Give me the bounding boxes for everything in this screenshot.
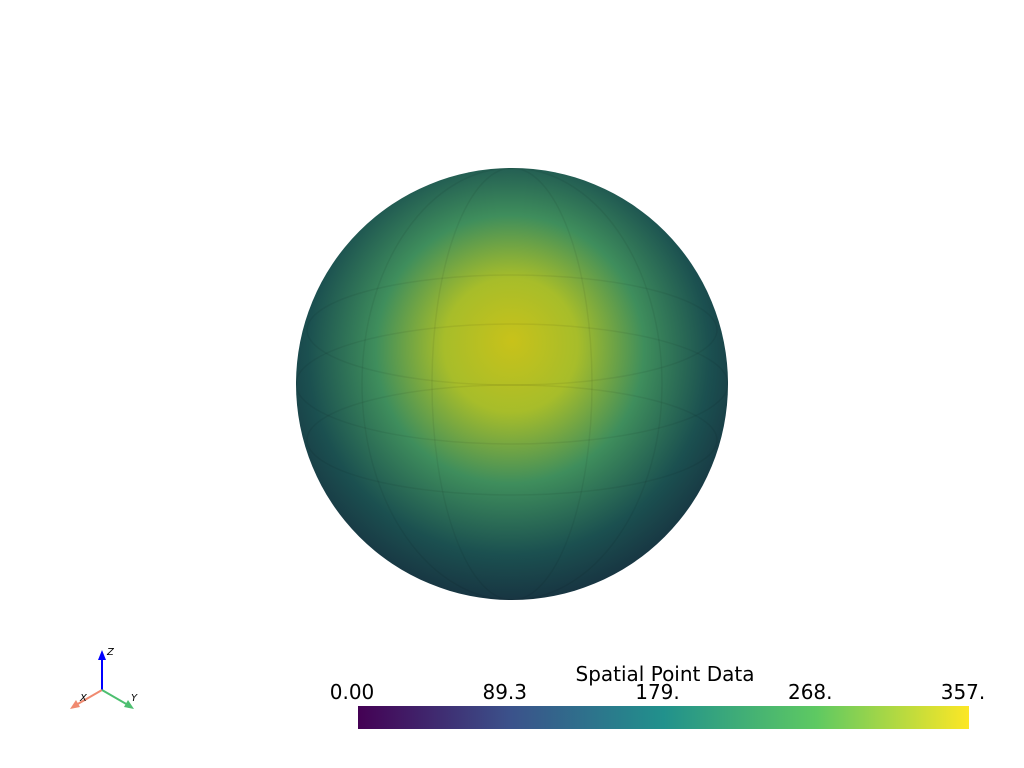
axis-label: Z (106, 647, 115, 658)
color-ramp (358, 706, 969, 729)
tick-label: 0.00 (330, 680, 375, 704)
axis-label: X (79, 693, 88, 704)
tick-label: 357. (941, 680, 986, 704)
tick-label: 268. (788, 680, 833, 704)
axis-label: Y (131, 693, 138, 704)
sphere (296, 168, 728, 600)
scalar-bar: Spatial Point Data 0.00 89.3 179. 268. 357. (330, 662, 986, 729)
tick-label: 89.3 (482, 680, 527, 704)
tick-label: 179. (635, 680, 680, 704)
orientation-axes: Z X Y (70, 647, 138, 709)
scalar-bar-title: Spatial Point Data (576, 662, 755, 686)
